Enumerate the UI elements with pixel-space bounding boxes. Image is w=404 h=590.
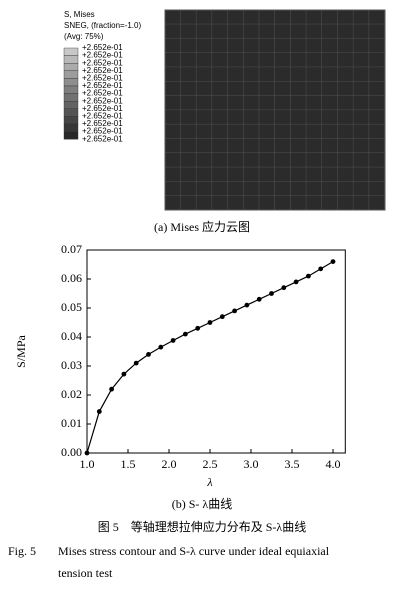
legend-value: +2.652e-01 (82, 43, 123, 52)
y-tick-label: 0.07 (61, 242, 82, 256)
legend-title: SNEG, (fraction=-1.0) (64, 21, 141, 30)
contour-mesh (164, 9, 386, 211)
point (330, 259, 336, 264)
x-tick-label: 1.5 (121, 457, 136, 471)
point (256, 296, 262, 302)
legend-swatch (63, 85, 79, 94)
legend-value: +2.652e-01 (82, 104, 123, 113)
point (219, 314, 225, 320)
point (96, 409, 102, 414)
point (318, 266, 324, 272)
legend-value: +2.652e-01 (82, 66, 123, 75)
point (170, 338, 176, 343)
x-tick-label: 2.0 (162, 457, 177, 471)
legend-swatch (63, 123, 79, 132)
point (158, 344, 164, 350)
point (269, 291, 274, 296)
legend-value: +2.652e-01 (82, 112, 123, 121)
legend-value: +2.652e-01 (82, 127, 123, 136)
legend-value: +2.652e-01 (82, 119, 123, 128)
x-tick-label: 3.0 (244, 457, 259, 471)
legend-swatch (63, 78, 79, 87)
x-tick-label: 4.0 (326, 457, 341, 471)
legend-title: (Avg: 75%) (64, 32, 104, 41)
legend-swatch (63, 70, 79, 79)
figure-caption-cn: 图 5 等轴理想拉伸应力分布及 S-λ曲线 (98, 519, 307, 534)
point (293, 279, 299, 285)
legend-swatch (63, 100, 79, 109)
caption-b: (b) S- λ曲线 (172, 497, 232, 511)
x-tick-label: 2.5 (203, 457, 218, 471)
point (84, 450, 90, 456)
x-axis-label: λ (206, 475, 212, 489)
y-tick-label: 0.06 (61, 271, 82, 285)
legend-value: +2.652e-01 (82, 134, 123, 143)
point (195, 325, 201, 331)
y-tick-label: 0.04 (61, 329, 82, 343)
figure-caption-en: Mises stress contour and S-λ curve under… (58, 544, 330, 558)
legend-swatch (63, 47, 79, 56)
legend-value: +2.652e-01 (82, 81, 123, 90)
legend-value: +2.652e-01 (82, 89, 123, 98)
legend-title: S, Mises (64, 10, 95, 19)
legend-value: +2.652e-01 (82, 51, 123, 60)
x-tick-label: 1.0 (80, 457, 95, 471)
plot-frame (86, 249, 346, 454)
x-tick-label: 3.5 (285, 457, 300, 471)
y-tick-label: 0.03 (61, 358, 82, 372)
point (183, 331, 188, 337)
y-tick-label: 0.02 (61, 387, 82, 401)
legend-value: +2.652e-01 (82, 58, 123, 67)
point (146, 352, 151, 357)
line (86, 261, 334, 454)
point (244, 302, 250, 308)
y-tick-label: 0.05 (61, 300, 82, 314)
point (121, 371, 127, 377)
legend-swatch (63, 131, 79, 140)
figure-caption-en: tension test (58, 566, 113, 580)
point (232, 308, 238, 314)
caption-a: (a) Mises 应力云图 (154, 219, 250, 234)
y-axis-label: S/MPa (14, 334, 28, 367)
point (133, 360, 139, 366)
point (109, 386, 114, 392)
legend-value: +2.652e-01 (82, 96, 123, 105)
legend-swatch (63, 93, 79, 102)
point (207, 320, 213, 325)
legend-swatch (63, 116, 79, 125)
legend-swatch (63, 55, 79, 64)
point (306, 273, 311, 279)
legend-swatch (63, 108, 79, 117)
legend-swatch (63, 63, 79, 72)
point (281, 285, 287, 291)
figure-caption-label: Fig. 5 (8, 544, 36, 558)
y-tick-label: 0.00 (61, 445, 82, 459)
y-tick-label: 0.01 (61, 416, 82, 430)
legend-value: +2.652e-01 (82, 74, 123, 83)
